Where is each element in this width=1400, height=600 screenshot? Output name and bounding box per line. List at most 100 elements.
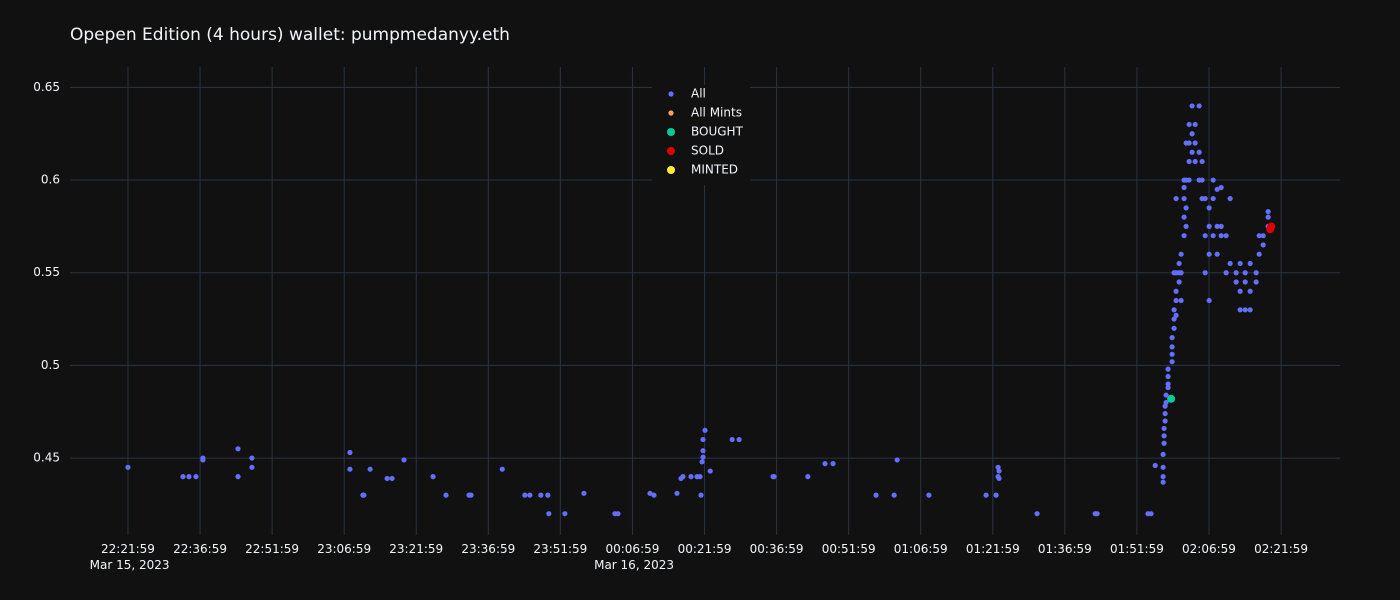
- point: [805, 474, 811, 480]
- point: [1176, 279, 1182, 285]
- point: [1186, 121, 1192, 128]
- point: [1181, 195, 1187, 202]
- point: [1178, 297, 1184, 304]
- legend: All All Mints BOUGHT SOLD MINTED: [652, 85, 750, 185]
- point: [1267, 222, 1276, 231]
- point: [1034, 511, 1040, 517]
- x-tick-label: 02:06:59: [1182, 542, 1236, 556]
- legend-marker: [667, 147, 675, 155]
- point: [347, 466, 353, 472]
- point: [1173, 312, 1179, 318]
- point: [1223, 270, 1229, 276]
- legend-label: BOUGHT: [691, 125, 744, 139]
- x-tick-label: 23:06:59: [317, 542, 371, 556]
- point: [367, 466, 373, 472]
- point: [1173, 297, 1179, 304]
- point: [1162, 410, 1168, 417]
- point: [1189, 131, 1195, 137]
- point: [993, 492, 999, 498]
- grid: [70, 67, 1340, 535]
- point: [1165, 366, 1171, 372]
- x-tick-label: 22:21:59 Mar 15, 2023: [90, 542, 170, 572]
- point: [1202, 195, 1208, 202]
- x-tick-label: 00:51:59: [822, 542, 876, 556]
- point: [1160, 451, 1166, 457]
- point: [1199, 158, 1205, 165]
- point: [1161, 425, 1167, 432]
- point: [1265, 208, 1271, 215]
- y-tick-label: 0.55: [33, 265, 60, 279]
- point: [1196, 149, 1202, 155]
- x-tick-label: 02:21:59: [1254, 542, 1308, 556]
- point: [1152, 462, 1158, 469]
- point: [235, 474, 241, 480]
- point: [125, 464, 131, 470]
- point: [1214, 251, 1220, 257]
- point: [688, 474, 694, 480]
- series: [1266, 222, 1276, 234]
- point: [430, 474, 436, 480]
- x-tick-label: 22:36:59: [173, 542, 227, 556]
- point: [1202, 233, 1208, 239]
- point: [1162, 418, 1168, 424]
- point: [1196, 103, 1202, 109]
- point: [499, 466, 505, 472]
- point: [699, 459, 705, 465]
- point: [1189, 103, 1195, 109]
- point: [1218, 223, 1224, 229]
- legend-marker: [668, 110, 674, 116]
- point: [347, 449, 353, 456]
- series: [1167, 394, 1176, 403]
- point: [1233, 279, 1239, 285]
- point: [1227, 260, 1233, 267]
- point: [1161, 440, 1167, 446]
- point: [1169, 344, 1175, 350]
- point: [1094, 511, 1100, 517]
- point: [736, 436, 742, 443]
- x-tick-label: 23:51:59: [533, 542, 587, 556]
- point: [1233, 270, 1239, 276]
- point: [1247, 260, 1253, 267]
- point: [1206, 297, 1212, 304]
- point: [1169, 351, 1175, 357]
- point: [1214, 223, 1220, 229]
- point: [1247, 288, 1253, 294]
- point: [545, 492, 551, 498]
- point: [1178, 270, 1184, 276]
- point: [468, 492, 474, 498]
- point: [996, 475, 1002, 482]
- point: [384, 475, 390, 482]
- point: [200, 457, 206, 463]
- point: [830, 461, 836, 467]
- point: [1210, 233, 1216, 239]
- point: [894, 457, 900, 463]
- y-tick-label: 0.65: [33, 80, 60, 94]
- point: [1181, 214, 1187, 220]
- point: [1192, 158, 1198, 165]
- point: [527, 492, 533, 498]
- point: [193, 474, 199, 480]
- x-tick-label: 01:21:59: [966, 542, 1020, 556]
- legend-label: All: [691, 87, 706, 101]
- x-tick-label: 00:21:59: [678, 542, 732, 556]
- point: [697, 474, 703, 480]
- point: [1186, 140, 1192, 146]
- point: [1223, 233, 1229, 239]
- chart-title: Opepen Edition (4 hours) wallet: pumpmed…: [70, 25, 510, 45]
- x-tick-label: 22:51:59: [245, 542, 299, 556]
- point: [1186, 177, 1192, 183]
- series: [125, 103, 1271, 517]
- point: [700, 436, 706, 443]
- point: [1169, 359, 1175, 365]
- point: [771, 474, 777, 480]
- point: [1206, 223, 1212, 229]
- point: [186, 474, 192, 480]
- x-tick-label: 01:36:59: [1038, 542, 1092, 556]
- point: [1183, 223, 1189, 229]
- y-tick-label: 0.45: [33, 451, 60, 465]
- point: [873, 492, 879, 498]
- point: [983, 492, 989, 498]
- point: [1165, 385, 1171, 391]
- point: [1186, 158, 1192, 165]
- x-tick-label: 00:36:59: [750, 542, 804, 556]
